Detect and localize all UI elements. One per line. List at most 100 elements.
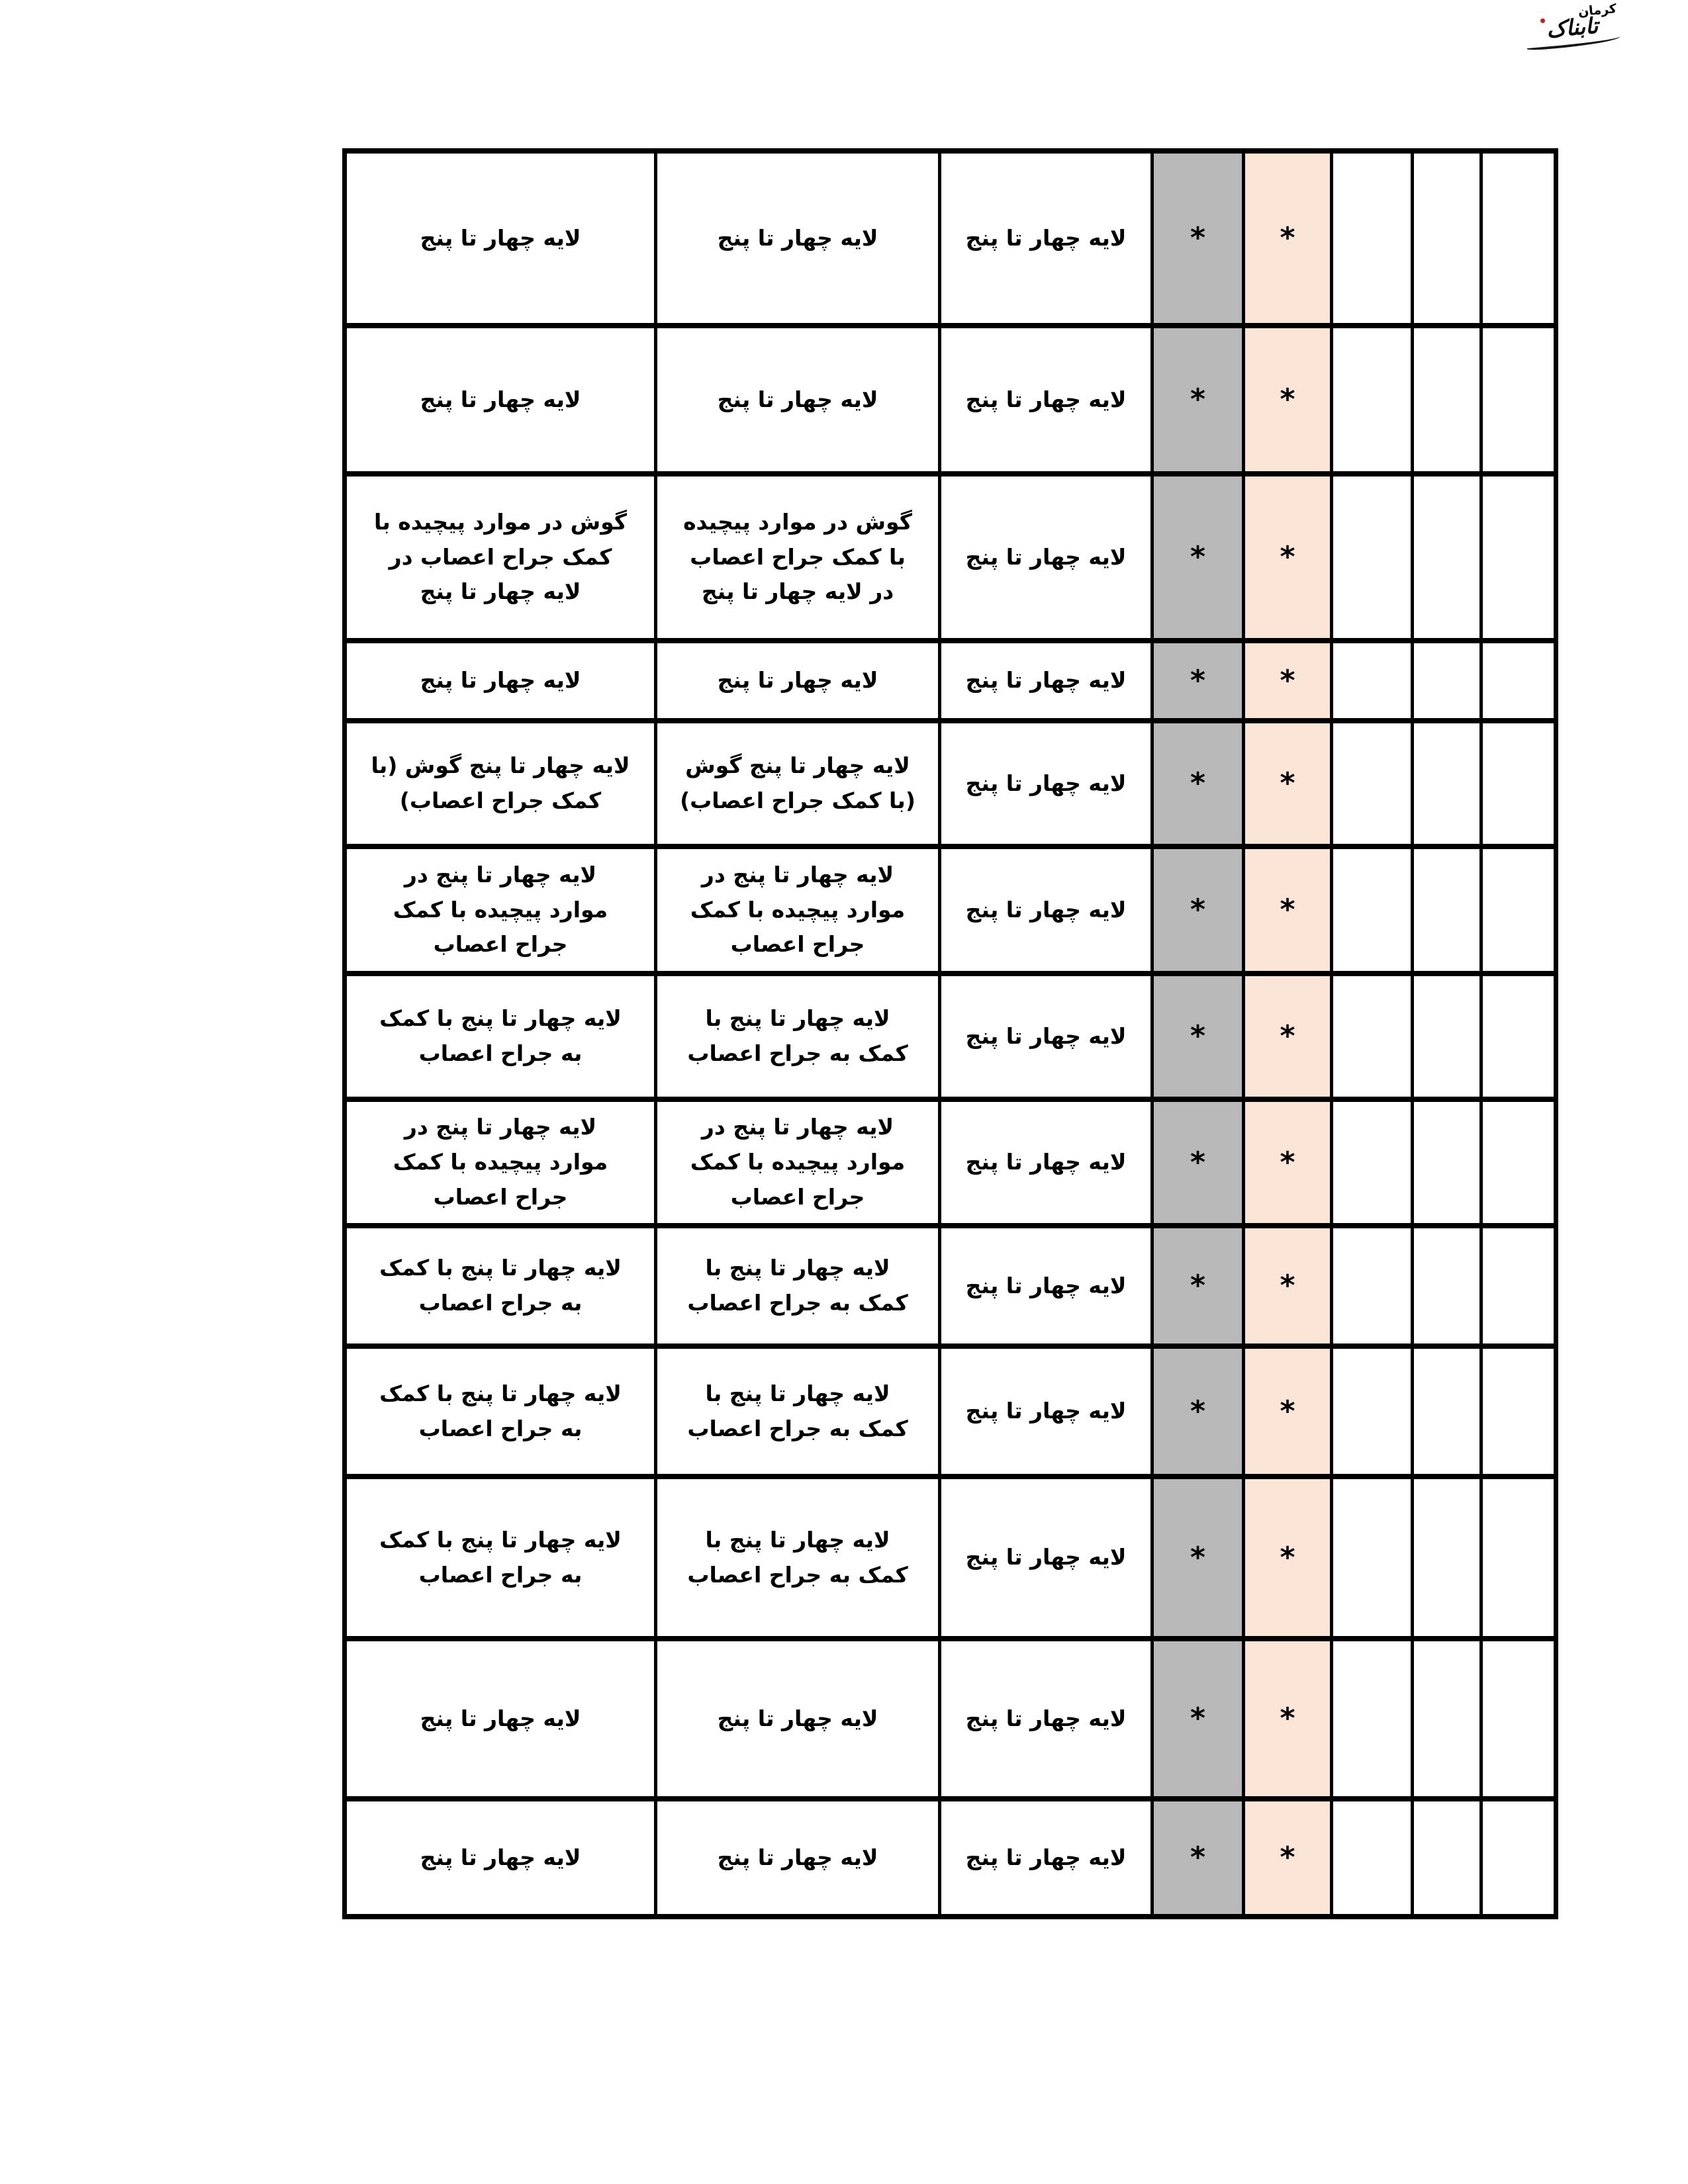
empty-cell [1411,1343,1483,1479]
procedure-cell: لایه چهار تا پنج در موارد پیچیده با کمک … [343,1097,657,1228]
empty-cell [1330,1223,1414,1349]
star-cell-peach: * [1242,1796,1333,1919]
procedure-cell: گوش در موارد پیچیده با کمک جراح اعصاب در… [654,471,941,643]
procedure-cell: لایه چهار تا پنج با کمک به جراح اعصاب [654,1343,941,1479]
empty-cell [1330,971,1414,1102]
procedure-cell: لایه چهار تا پنج [938,471,1154,643]
empty-cell [1411,471,1483,643]
star-cell-peach: * [1242,323,1333,477]
procedure-cell: لایه چهار تا پنج [654,323,941,477]
procedure-cell: لایه چهار تا پنج با کمک به جراح اعصاب [654,971,941,1102]
empty-cell [1330,471,1414,643]
table-row: لایه چهار تا پنج با کمک به جراح اعصاب لا… [343,1474,1558,1641]
table-row: گوش در موارد پیچیده با کمک جراح اعصاب در… [343,471,1558,643]
procedure-cell: لایه چهار تا پنج [938,1796,1154,1919]
procedure-cell: لایه چهار تا پنج [654,1796,941,1919]
procedure-cell: لایه چهار تا پنج در موارد پیچیده با کمک … [343,844,657,976]
table-row: لایه چهار تا پنج لایه چهار تا پنج لایه چ… [343,323,1558,477]
empty-cell [1479,638,1558,723]
empty-cell [1330,148,1414,328]
procedure-cell: لایه چهار تا پنج با کمک به جراح اعصاب [343,1223,657,1349]
procedure-cell: لایه چهار تا پنج با کمک به جراح اعصاب [343,1343,657,1479]
procedure-cell: لایه چهار تا پنج [343,638,657,723]
procedure-cell: لایه چهار تا پنج [938,1223,1154,1349]
star-cell-gray: * [1150,1097,1245,1228]
procedure-cell: لایه چهار تا پنج [343,323,657,477]
table-row: لایه چهار تا پنج در موارد پیچیده با کمک … [343,1097,1558,1228]
empty-cell [1330,1636,1414,1801]
table-row: لایه چهار تا پنج لایه چهار تا پنج لایه چ… [343,148,1558,328]
empty-cell [1479,1343,1558,1479]
star-cell-peach: * [1242,971,1333,1102]
procedures-table: لایه چهار تا پنج لایه چهار تا پنج لایه چ… [342,148,1558,1919]
procedure-cell: لایه چهار تا پنج [938,323,1154,477]
star-cell-peach: * [1242,718,1333,849]
procedure-cell: لایه چهار تا پنج [654,1636,941,1801]
star-cell-peach: * [1242,148,1333,328]
empty-cell [1330,1796,1414,1919]
empty-cell [1411,1474,1483,1641]
procedure-cell: گوش در موارد پیچیده با کمک جراح اعصاب در… [343,471,657,643]
procedure-cell: لایه چهار تا پنج [938,1097,1154,1228]
table-row: لایه چهار تا پنج با کمک به جراح اعصاب لا… [343,1223,1558,1349]
star-cell-peach: * [1242,844,1333,976]
star-cell-gray: * [1150,471,1245,643]
table-row: لایه چهار تا پنج گوش (با کمک جراح اعصاب)… [343,718,1558,849]
empty-cell [1479,718,1558,849]
star-cell-peach: * [1242,1343,1333,1479]
empty-cell [1411,1223,1483,1349]
table-row: لایه چهار تا پنج لایه چهار تا پنج لایه چ… [343,1636,1558,1801]
empty-cell [1411,148,1483,328]
star-cell-peach: * [1242,1223,1333,1349]
empty-cell [1330,718,1414,849]
empty-cell [1479,1223,1558,1349]
procedure-cell: لایه چهار تا پنج [938,844,1154,976]
empty-cell [1330,1097,1414,1228]
procedure-cell: لایه چهار تا پنج [938,1474,1154,1641]
procedure-cell: لایه چهار تا پنج [938,148,1154,328]
procedure-cell: لایه چهار تا پنج [343,148,657,328]
empty-cell [1479,844,1558,976]
procedure-cell: لایه چهار تا پنج با کمک به جراح اعصاب [343,1474,657,1641]
empty-cell [1411,971,1483,1102]
empty-cell [1330,1474,1414,1641]
procedure-cell: لایه چهار تا پنج گوش (با کمک جراح اعصاب) [343,718,657,849]
procedure-cell: لایه چهار تا پنج [343,1796,657,1919]
empty-cell [1330,844,1414,976]
procedure-cell: لایه چهار تا پنج در موارد پیچیده با کمک … [654,844,941,976]
empty-cell [1411,1796,1483,1919]
empty-cell [1330,1343,1414,1479]
empty-cell [1330,323,1414,477]
star-cell-gray: * [1150,1796,1245,1919]
table-row: لایه چهار تا پنج با کمک به جراح اعصاب لا… [343,971,1558,1102]
empty-cell [1411,844,1483,976]
procedure-cell: لایه چهار تا پنج با کمک به جراح اعصاب [654,1223,941,1349]
star-cell-peach: * [1242,1474,1333,1641]
empty-cell [1330,638,1414,723]
procedure-cell: لایه چهار تا پنج [938,1343,1154,1479]
empty-cell [1479,1796,1558,1919]
star-cell-gray: * [1150,718,1245,849]
star-cell-peach: * [1242,1097,1333,1228]
table-row: لایه چهار تا پنج لایه چهار تا پنج لایه چ… [343,1796,1558,1919]
empty-cell [1479,1097,1558,1228]
star-cell-gray: * [1150,971,1245,1102]
procedure-cell: لایه چهار تا پنج با کمک به جراح اعصاب [654,1474,941,1641]
star-cell-gray: * [1150,323,1245,477]
empty-cell [1411,323,1483,477]
star-cell-gray: * [1150,844,1245,976]
empty-cell [1479,148,1558,328]
procedure-cell: لایه چهار تا پنج [343,1636,657,1801]
empty-cell [1411,638,1483,723]
empty-cell [1479,323,1558,477]
empty-cell [1479,971,1558,1102]
procedure-cell: لایه چهار تا پنج گوش (با کمک جراح اعصاب) [654,718,941,849]
star-cell-gray: * [1150,1636,1245,1801]
empty-cell [1479,1474,1558,1641]
procedure-cell: لایه چهار تا پنج [654,148,941,328]
empty-cell [1411,1097,1483,1228]
star-cell-peach: * [1242,471,1333,643]
star-cell-gray: * [1150,1474,1245,1641]
procedure-cell: لایه چهار تا پنج با کمک به جراح اعصاب [343,971,657,1102]
star-cell-gray: * [1150,638,1245,723]
